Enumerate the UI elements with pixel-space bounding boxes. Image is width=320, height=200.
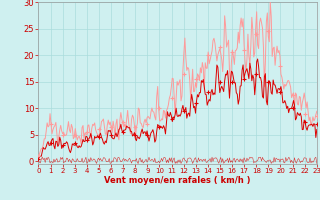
X-axis label: Vent moyen/en rafales ( km/h ): Vent moyen/en rafales ( km/h )	[104, 176, 251, 185]
